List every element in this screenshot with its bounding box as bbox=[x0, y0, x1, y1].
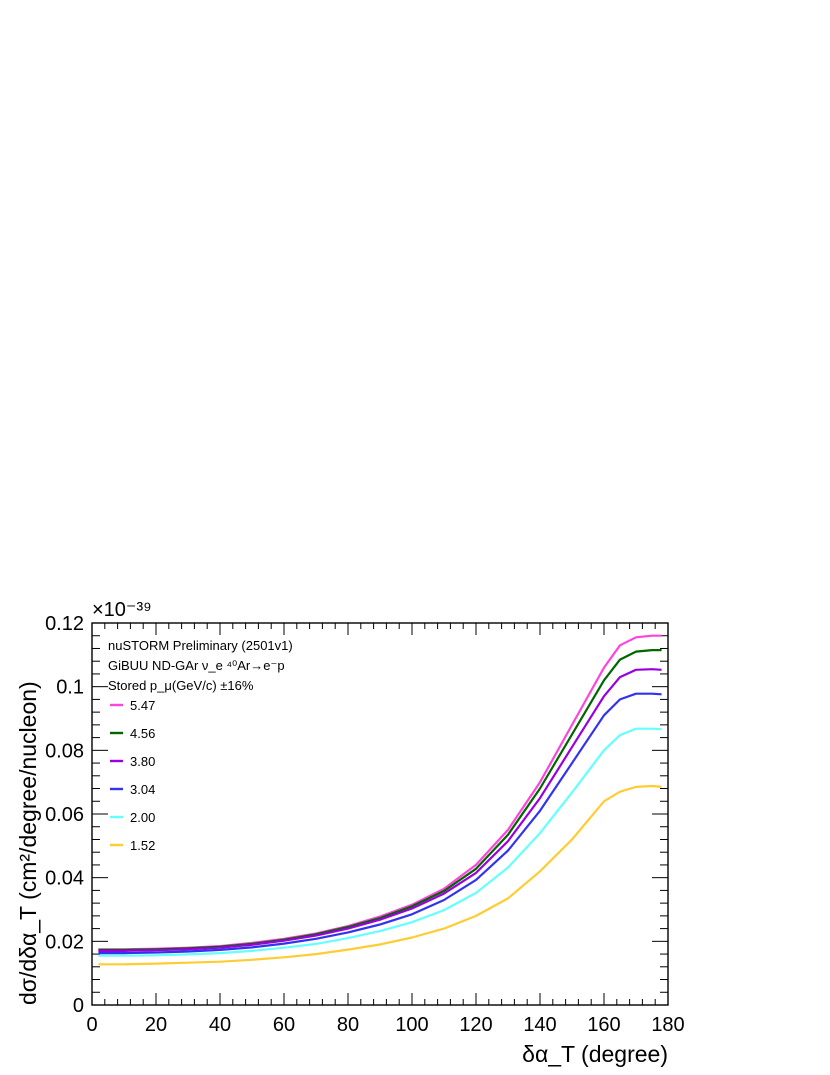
y-tick-label: 0.1 bbox=[56, 677, 84, 699]
legend-label: 2.00 bbox=[130, 810, 155, 825]
x-tick-label: 100 bbox=[395, 1014, 428, 1036]
y-tick-label: 0.06 bbox=[45, 804, 84, 826]
x-axis-title: δα_T (degree) bbox=[522, 1041, 668, 1067]
series-line-3-80 bbox=[98, 668, 662, 953]
y-tick-label: 0.12 bbox=[45, 613, 84, 635]
x-tick-label: 120 bbox=[459, 1014, 492, 1036]
legend-label: 5.47 bbox=[130, 698, 155, 713]
series-line-4-56 bbox=[98, 648, 662, 952]
x-tick-label: 180 bbox=[651, 1014, 684, 1036]
x-tick-label: 160 bbox=[587, 1014, 620, 1036]
x-tick-label: 80 bbox=[337, 1014, 359, 1036]
y-tick-label: 0.04 bbox=[45, 868, 84, 890]
annotation-1: nuSTORM Preliminary (2501v1) bbox=[108, 638, 293, 653]
x-axis-ticks: 0 20 40 60 80 100 120 140 160 180 bbox=[86, 623, 685, 1036]
y-tick-label: 0.02 bbox=[45, 931, 84, 953]
x-tick-label: 140 bbox=[523, 1014, 556, 1036]
legend-label: 4.56 bbox=[130, 726, 155, 741]
y-axis-ticks: 0 0.02 0.04 0.06 0.08 0.1 0.12 bbox=[45, 613, 668, 1017]
y-axis-title: dσ/dδα_T (cm²/degree/nucleon) bbox=[15, 681, 41, 1005]
series-lines bbox=[98, 634, 662, 966]
series-line-2-00 bbox=[98, 727, 662, 957]
x-tick-label: 0 bbox=[86, 1014, 97, 1036]
legend-label: 3.04 bbox=[130, 782, 155, 797]
series-line-1-52 bbox=[98, 784, 662, 966]
multiplier-label: ×10⁻³⁹ bbox=[92, 599, 152, 621]
annotation-3: Stored p_μ(GeV/c) ±16% bbox=[108, 678, 254, 693]
x-tick-label: 20 bbox=[145, 1014, 167, 1036]
x-tick-label: 60 bbox=[273, 1014, 295, 1036]
legend-label: 1.52 bbox=[130, 838, 155, 853]
annotation-2: GiBUU ND-GAr ν_e ⁴⁰Ar→e⁻p bbox=[108, 658, 285, 673]
y-tick-label: 0 bbox=[73, 995, 84, 1017]
x-tick-label: 40 bbox=[209, 1014, 231, 1036]
y-tick-label: 0.08 bbox=[45, 740, 84, 762]
series-line-3-04 bbox=[98, 692, 662, 955]
legend: 5.47 4.56 3.80 3.04 2.00 1.52 bbox=[110, 698, 155, 853]
legend-label: 3.80 bbox=[130, 754, 155, 769]
